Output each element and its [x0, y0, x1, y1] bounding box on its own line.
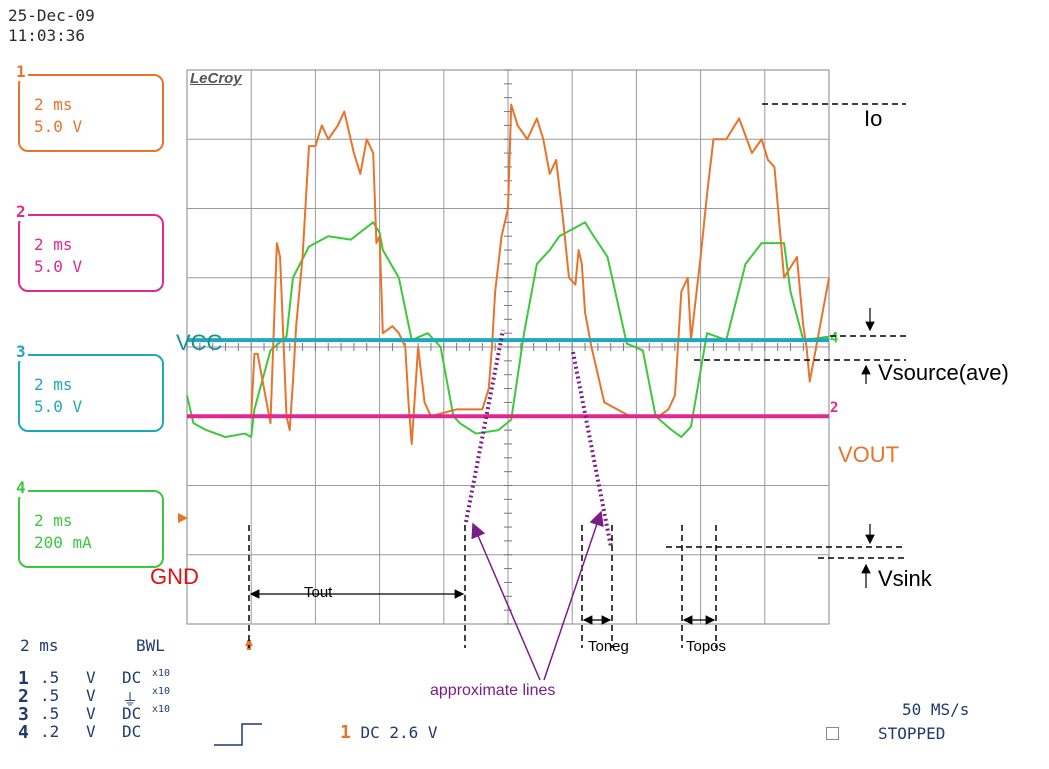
- trigger-slope-icon: [214, 723, 262, 746]
- channel-3-settings: 2 ms 5.0 V: [34, 374, 82, 418]
- channel-row-coupling: DC: [122, 722, 142, 741]
- trace-vout: [187, 103, 830, 445]
- vsource-label: Vsource(ave): [878, 360, 1009, 385]
- channel-scale: 5.0 V: [34, 397, 83, 416]
- gnd-label: GND: [150, 564, 199, 589]
- channel-timebase: 2 ms: [34, 511, 73, 530]
- channel-4-number: 4: [14, 478, 28, 497]
- acquisition-status: STOPPED: [878, 724, 946, 743]
- channel-row-volts: .5: [40, 668, 60, 687]
- channel-timebase: 2 ms: [34, 235, 73, 254]
- channel-scale: 5.0 V: [34, 117, 83, 136]
- channel-4-box[interactable]: 4 2 ms 200 mA: [14, 478, 164, 568]
- channel-2-settings: 2 ms 5.0 V: [34, 234, 82, 278]
- channel-timebase: 2 ms: [34, 375, 73, 394]
- trigger-level-marker: [178, 513, 188, 523]
- channel-row-probe: x10: [152, 686, 171, 697]
- channel-row-number: 3: [18, 704, 29, 725]
- approx-pointer-left: [471, 522, 541, 681]
- io-label: Io: [864, 106, 883, 131]
- channel-row-coupling: DC: [122, 704, 142, 723]
- channel-row-probe: x10: [152, 704, 171, 715]
- bwl-indicator: BWL: [136, 636, 165, 655]
- channel-row-unit: V: [86, 686, 96, 705]
- channel-3-box[interactable]: 3 2 ms 5.0 V: [14, 342, 164, 432]
- channel-1-number: 1: [14, 62, 28, 81]
- channel-4-settings: 2 ms 200 mA: [34, 510, 92, 554]
- channel-row-coupling: ⏚: [122, 690, 139, 709]
- timestamp: 25-Dec-09 11:03:36: [8, 6, 95, 46]
- tout-label: Tout: [304, 584, 333, 601]
- channel-scale: 200 mA: [34, 533, 92, 552]
- channel-1-box[interactable]: 1 2 ms 5.0 V: [14, 62, 164, 152]
- time-text: 11:03:36: [8, 26, 86, 45]
- approximate-lines-label: approximate lines: [430, 682, 556, 699]
- date-text: 25-Dec-09: [8, 6, 95, 25]
- channel-row-volts: .5: [40, 704, 60, 723]
- toneg-label: Toneg: [588, 638, 629, 655]
- sample-rate: 50 MS/s: [902, 700, 970, 719]
- ch4-marker: 4: [830, 331, 838, 347]
- channel-row-number: 2: [18, 686, 29, 707]
- channel-row-volts: .5: [40, 686, 60, 705]
- trigger-level: DC 2.6 V: [360, 723, 438, 742]
- vout-label: VOUT: [838, 442, 900, 467]
- channel-3-number: 3: [14, 342, 28, 361]
- approx-line-rise: [464, 329, 505, 523]
- channel-row-unit: V: [86, 668, 96, 687]
- channel-row-number: 1: [18, 668, 29, 689]
- ch2-marker: 2: [830, 400, 838, 416]
- channel-row-number: 4: [18, 722, 29, 743]
- channel-row-unit: V: [86, 722, 96, 741]
- bottom-timebase: 2 ms: [20, 636, 59, 655]
- vsink-label: Vsink: [878, 566, 932, 591]
- approx-line-fall: [571, 351, 613, 548]
- channel-row-unit: V: [86, 704, 96, 723]
- channel-scale: 5.0 V: [34, 257, 83, 276]
- channel-2-box[interactable]: 2 2 ms 5.0 V: [14, 202, 164, 292]
- channel-timebase: 2 ms: [34, 95, 73, 114]
- channel-row-volts: .2: [40, 722, 60, 741]
- channel-row-coupling: DC: [122, 668, 142, 687]
- trigger-channel: 1: [340, 722, 351, 743]
- approx-pointer-right: [543, 510, 604, 681]
- channel-1-settings: 2 ms 5.0 V: [34, 94, 82, 138]
- vcc-label: VCC: [176, 330, 223, 355]
- channel-2-number: 2: [14, 202, 28, 221]
- brand-logo: LeCroy: [190, 70, 242, 87]
- channel-row-probe: x10: [152, 668, 171, 679]
- topos-label: Topos: [686, 638, 727, 655]
- stop-indicator-icon: [826, 727, 839, 740]
- trigger-readout: 1 DC 2.6 V: [340, 722, 438, 743]
